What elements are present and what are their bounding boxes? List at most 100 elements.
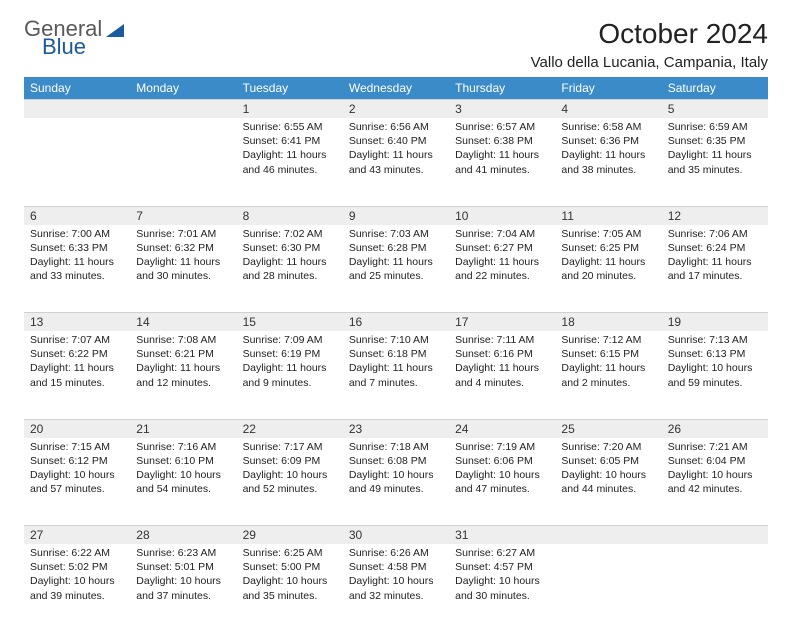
day-content-row: Sunrise: 6:22 AMSunset: 5:02 PMDaylight:…: [24, 544, 768, 632]
sunset-line: Sunset: 4:58 PM: [349, 560, 443, 574]
weekday-header: Wednesday: [343, 77, 449, 100]
sunrise-line: Sunrise: 7:11 AM: [455, 333, 549, 347]
sunrise-line: Sunrise: 7:15 AM: [30, 440, 124, 454]
sunrise-line: Sunrise: 7:00 AM: [30, 227, 124, 241]
daylight-line: Daylight: 10 hours and 54 minutes.: [136, 468, 230, 496]
daylight-line: Daylight: 10 hours and 42 minutes.: [668, 468, 762, 496]
sunset-line: Sunset: 4:57 PM: [455, 560, 549, 574]
day-cell: Sunrise: 6:27 AMSunset: 4:57 PMDaylight:…: [449, 544, 555, 632]
day-cell: Sunrise: 7:08 AMSunset: 6:21 PMDaylight:…: [130, 331, 236, 419]
sunset-line: Sunset: 6:15 PM: [561, 347, 655, 361]
daylight-line: Daylight: 11 hours and 22 minutes.: [455, 255, 549, 283]
sunrise-line: Sunrise: 7:12 AM: [561, 333, 655, 347]
day-number-cell: 12: [662, 206, 768, 225]
sunset-line: Sunset: 6:41 PM: [243, 134, 337, 148]
calendar-table: Sunday Monday Tuesday Wednesday Thursday…: [24, 77, 768, 632]
day-cell-content: Sunrise: 7:05 AMSunset: 6:25 PMDaylight:…: [555, 225, 661, 288]
day-cell-content: Sunrise: 7:17 AMSunset: 6:09 PMDaylight:…: [237, 438, 343, 501]
day-cell-content: Sunrise: 6:23 AMSunset: 5:01 PMDaylight:…: [130, 544, 236, 607]
daylight-line: Daylight: 10 hours and 57 minutes.: [30, 468, 124, 496]
day-cell-content: Sunrise: 6:27 AMSunset: 4:57 PMDaylight:…: [449, 544, 555, 607]
day-number-cell: 3: [449, 100, 555, 119]
brand-word-2: Blue: [42, 36, 124, 58]
daylight-line: Daylight: 10 hours and 39 minutes.: [30, 574, 124, 602]
sunset-line: Sunset: 6:21 PM: [136, 347, 230, 361]
day-cell: [662, 544, 768, 632]
sunset-line: Sunset: 5:01 PM: [136, 560, 230, 574]
sunset-line: Sunset: 6:10 PM: [136, 454, 230, 468]
day-number-cell: 6: [24, 206, 130, 225]
day-number-cell: 30: [343, 526, 449, 545]
weekday-header: Saturday: [662, 77, 768, 100]
day-cell: Sunrise: 7:00 AMSunset: 6:33 PMDaylight:…: [24, 225, 130, 313]
day-number-cell: 26: [662, 419, 768, 438]
day-cell-content: Sunrise: 7:08 AMSunset: 6:21 PMDaylight:…: [130, 331, 236, 394]
day-cell: Sunrise: 7:04 AMSunset: 6:27 PMDaylight:…: [449, 225, 555, 313]
weekday-header: Friday: [555, 77, 661, 100]
day-number-cell: 10: [449, 206, 555, 225]
sunset-line: Sunset: 6:16 PM: [455, 347, 549, 361]
daylight-line: Daylight: 10 hours and 47 minutes.: [455, 468, 549, 496]
sunset-line: Sunset: 6:36 PM: [561, 134, 655, 148]
day-cell: Sunrise: 7:02 AMSunset: 6:30 PMDaylight:…: [237, 225, 343, 313]
weekday-header-row: Sunday Monday Tuesday Wednesday Thursday…: [24, 77, 768, 100]
day-number-cell: 16: [343, 313, 449, 332]
day-cell-content: Sunrise: 7:02 AMSunset: 6:30 PMDaylight:…: [237, 225, 343, 288]
day-cell-content: Sunrise: 7:07 AMSunset: 6:22 PMDaylight:…: [24, 331, 130, 394]
day-cell-content: Sunrise: 7:21 AMSunset: 6:04 PMDaylight:…: [662, 438, 768, 501]
sunset-line: Sunset: 6:08 PM: [349, 454, 443, 468]
sunrise-line: Sunrise: 7:08 AM: [136, 333, 230, 347]
day-number-cell: 5: [662, 100, 768, 119]
daylight-line: Daylight: 11 hours and 7 minutes.: [349, 361, 443, 389]
day-number-cell: 27: [24, 526, 130, 545]
day-number-cell: 28: [130, 526, 236, 545]
sunset-line: Sunset: 5:00 PM: [243, 560, 337, 574]
day-cell-content: Sunrise: 6:58 AMSunset: 6:36 PMDaylight:…: [555, 118, 661, 181]
day-number-cell: 25: [555, 419, 661, 438]
day-cell-content: Sunrise: 6:56 AMSunset: 6:40 PMDaylight:…: [343, 118, 449, 181]
sunset-line: Sunset: 6:38 PM: [455, 134, 549, 148]
header: General Blue October 2024 Vallo della Lu…: [24, 18, 768, 71]
daylight-line: Daylight: 11 hours and 9 minutes.: [243, 361, 337, 389]
day-cell-content: Sunrise: 7:09 AMSunset: 6:19 PMDaylight:…: [237, 331, 343, 394]
day-cell: Sunrise: 6:23 AMSunset: 5:01 PMDaylight:…: [130, 544, 236, 632]
day-cell: Sunrise: 7:10 AMSunset: 6:18 PMDaylight:…: [343, 331, 449, 419]
day-number-cell: 29: [237, 526, 343, 545]
daylight-line: Daylight: 11 hours and 28 minutes.: [243, 255, 337, 283]
daylight-line: Daylight: 11 hours and 41 minutes.: [455, 148, 549, 176]
daylight-line: Daylight: 11 hours and 4 minutes.: [455, 361, 549, 389]
day-number-cell: 19: [662, 313, 768, 332]
day-number-cell: [555, 526, 661, 545]
day-cell: Sunrise: 7:18 AMSunset: 6:08 PMDaylight:…: [343, 438, 449, 526]
daylight-line: Daylight: 10 hours and 49 minutes.: [349, 468, 443, 496]
day-number-cell: [24, 100, 130, 119]
title-block: October 2024 Vallo della Lucania, Campan…: [531, 18, 768, 71]
day-content-row: Sunrise: 7:15 AMSunset: 6:12 PMDaylight:…: [24, 438, 768, 526]
sunset-line: Sunset: 6:05 PM: [561, 454, 655, 468]
day-content-row: Sunrise: 7:00 AMSunset: 6:33 PMDaylight:…: [24, 225, 768, 313]
location: Vallo della Lucania, Campania, Italy: [531, 54, 768, 71]
sunset-line: Sunset: 6:13 PM: [668, 347, 762, 361]
day-cell: Sunrise: 7:11 AMSunset: 6:16 PMDaylight:…: [449, 331, 555, 419]
sunrise-line: Sunrise: 6:56 AM: [349, 120, 443, 134]
day-number-cell: 1: [237, 100, 343, 119]
day-cell-content: Sunrise: 7:20 AMSunset: 6:05 PMDaylight:…: [555, 438, 661, 501]
day-cell: [555, 544, 661, 632]
sunrise-line: Sunrise: 6:57 AM: [455, 120, 549, 134]
day-cell-content: Sunrise: 7:13 AMSunset: 6:13 PMDaylight:…: [662, 331, 768, 394]
weekday-header: Tuesday: [237, 77, 343, 100]
day-cell: Sunrise: 7:21 AMSunset: 6:04 PMDaylight:…: [662, 438, 768, 526]
sunset-line: Sunset: 6:32 PM: [136, 241, 230, 255]
sunset-line: Sunset: 6:28 PM: [349, 241, 443, 255]
day-cell-content: Sunrise: 7:06 AMSunset: 6:24 PMDaylight:…: [662, 225, 768, 288]
day-cell: Sunrise: 7:16 AMSunset: 6:10 PMDaylight:…: [130, 438, 236, 526]
day-number-cell: 8: [237, 206, 343, 225]
day-cell: Sunrise: 6:59 AMSunset: 6:35 PMDaylight:…: [662, 118, 768, 206]
day-cell-content: Sunrise: 7:19 AMSunset: 6:06 PMDaylight:…: [449, 438, 555, 501]
daylight-line: Daylight: 11 hours and 12 minutes.: [136, 361, 230, 389]
sunrise-line: Sunrise: 7:18 AM: [349, 440, 443, 454]
day-number-cell: 13: [24, 313, 130, 332]
daylight-line: Daylight: 11 hours and 30 minutes.: [136, 255, 230, 283]
day-cell-content: Sunrise: 7:16 AMSunset: 6:10 PMDaylight:…: [130, 438, 236, 501]
sunset-line: Sunset: 6:24 PM: [668, 241, 762, 255]
